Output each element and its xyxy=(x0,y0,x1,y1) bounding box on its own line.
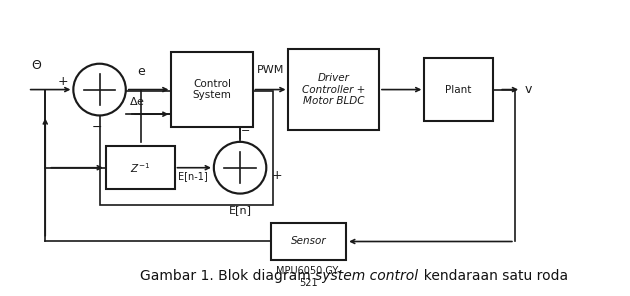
FancyBboxPatch shape xyxy=(289,49,379,130)
Text: $\Delta$e: $\Delta$e xyxy=(129,95,145,107)
Text: v: v xyxy=(524,83,532,96)
Text: +: + xyxy=(272,169,282,182)
Text: Sensor: Sensor xyxy=(291,237,326,247)
FancyBboxPatch shape xyxy=(106,146,175,189)
Text: E[n-1]: E[n-1] xyxy=(178,170,207,181)
Text: PWM: PWM xyxy=(257,65,284,75)
Text: $Z^{-1}$: $Z^{-1}$ xyxy=(130,161,150,175)
Text: E[n]: E[n] xyxy=(229,205,251,215)
Text: Control
System: Control System xyxy=(193,79,231,100)
FancyBboxPatch shape xyxy=(272,223,346,260)
Text: kendaraan satu roda: kendaraan satu roda xyxy=(415,269,568,284)
Text: Driver
Controller +
Motor BLDC: Driver Controller + Motor BLDC xyxy=(302,73,365,106)
Text: Plant: Plant xyxy=(445,85,472,95)
Text: −: − xyxy=(92,121,102,134)
Text: Gambar 1. Blok diagram: Gambar 1. Blok diagram xyxy=(140,269,315,284)
Text: system control: system control xyxy=(315,269,418,284)
Text: MPU6050 GY-
521: MPU6050 GY- 521 xyxy=(277,266,341,288)
FancyBboxPatch shape xyxy=(424,58,493,121)
Text: −: − xyxy=(241,126,250,136)
Text: $\Theta$: $\Theta$ xyxy=(31,59,42,72)
FancyBboxPatch shape xyxy=(171,52,253,127)
Text: +: + xyxy=(58,75,68,88)
Text: e: e xyxy=(137,65,146,78)
Ellipse shape xyxy=(73,64,126,115)
Ellipse shape xyxy=(214,142,266,194)
